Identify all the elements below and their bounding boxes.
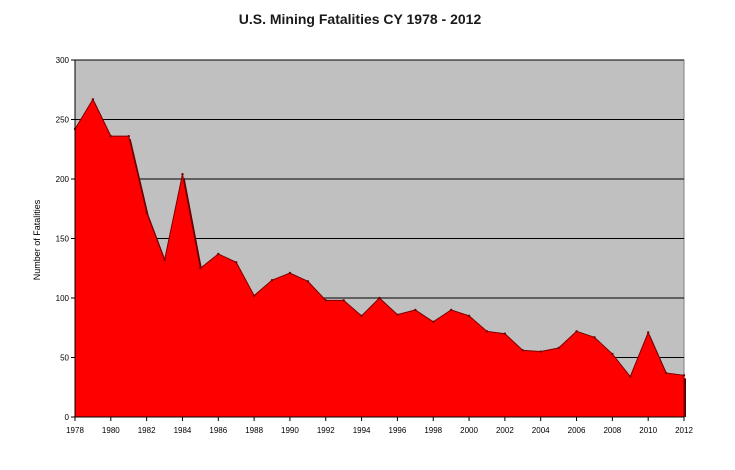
y-tick-label: 150 xyxy=(56,235,70,244)
x-tick-label: 1988 xyxy=(245,426,263,435)
data-point-1990 xyxy=(288,271,292,275)
y-tick-label: 250 xyxy=(56,116,70,125)
x-tick-label: 2002 xyxy=(496,426,514,435)
data-point-1979 xyxy=(91,98,95,101)
y-tick-label: 50 xyxy=(60,354,69,363)
data-point-1992 xyxy=(324,299,327,302)
x-tick-label: 1990 xyxy=(281,426,299,435)
data-point-1984 xyxy=(181,173,184,176)
chart-title: U.S. Mining Fatalities CY 1978 - 2012 xyxy=(239,11,482,27)
x-tick-label: 1996 xyxy=(389,426,407,435)
data-point-1998 xyxy=(432,320,435,323)
data-point-1996 xyxy=(396,313,399,316)
x-tick-label: 1984 xyxy=(174,426,192,435)
x-tick-label: 1998 xyxy=(424,426,442,435)
y-tick-label: 300 xyxy=(56,56,70,65)
data-point-2007 xyxy=(593,336,596,339)
x-tick-label: 1978 xyxy=(66,426,84,435)
x-tick-label: 2004 xyxy=(532,426,550,435)
x-tick-label: 1986 xyxy=(209,426,227,435)
data-point-1997 xyxy=(414,308,417,312)
x-tick-label: 1994 xyxy=(353,426,371,435)
x-tick-label: 2008 xyxy=(603,426,621,435)
y-tick-label: 0 xyxy=(65,413,70,422)
data-point-1993 xyxy=(342,299,345,302)
series-area-mining-fatalities xyxy=(74,98,685,418)
data-point-1995 xyxy=(378,296,381,300)
y-tick-label: 100 xyxy=(56,294,70,303)
data-point-2008 xyxy=(611,352,614,356)
data-point-2005 xyxy=(557,346,560,350)
data-point-2000 xyxy=(467,314,471,318)
x-tick-label: 2006 xyxy=(568,426,586,435)
data-point-1983 xyxy=(163,258,166,262)
data-point-1991 xyxy=(306,280,310,283)
data-point-2012 xyxy=(682,374,686,377)
x-tick-label: 2012 xyxy=(675,426,693,435)
data-point-1981 xyxy=(127,134,130,138)
data-point-1987 xyxy=(235,261,238,264)
data-point-1994 xyxy=(360,314,363,318)
data-point-2002 xyxy=(503,332,507,335)
data-point-2001 xyxy=(485,330,489,333)
data-point-1980 xyxy=(109,134,113,138)
x-tick-label: 1980 xyxy=(102,426,120,435)
data-point-1989 xyxy=(270,278,274,282)
data-point-1986 xyxy=(217,252,220,256)
data-point-2003 xyxy=(521,349,524,352)
x-tick-label: 2000 xyxy=(460,426,478,435)
x-tick-label: 2010 xyxy=(639,426,657,435)
data-point-2011 xyxy=(664,371,668,375)
y-axis-label: Number of Fatalities xyxy=(32,199,42,280)
data-point-2009 xyxy=(629,375,632,378)
data-point-1982 xyxy=(145,211,148,214)
data-point-1985 xyxy=(199,267,202,270)
data-point-2004 xyxy=(539,350,542,353)
y-tick-label: 200 xyxy=(56,175,70,184)
x-tick-label: 1982 xyxy=(138,426,156,435)
data-point-1988 xyxy=(252,294,256,297)
x-tick-label: 1992 xyxy=(317,426,335,435)
data-point-1999 xyxy=(449,308,453,312)
data-point-2006 xyxy=(575,330,578,333)
data-point-2010 xyxy=(646,331,650,334)
